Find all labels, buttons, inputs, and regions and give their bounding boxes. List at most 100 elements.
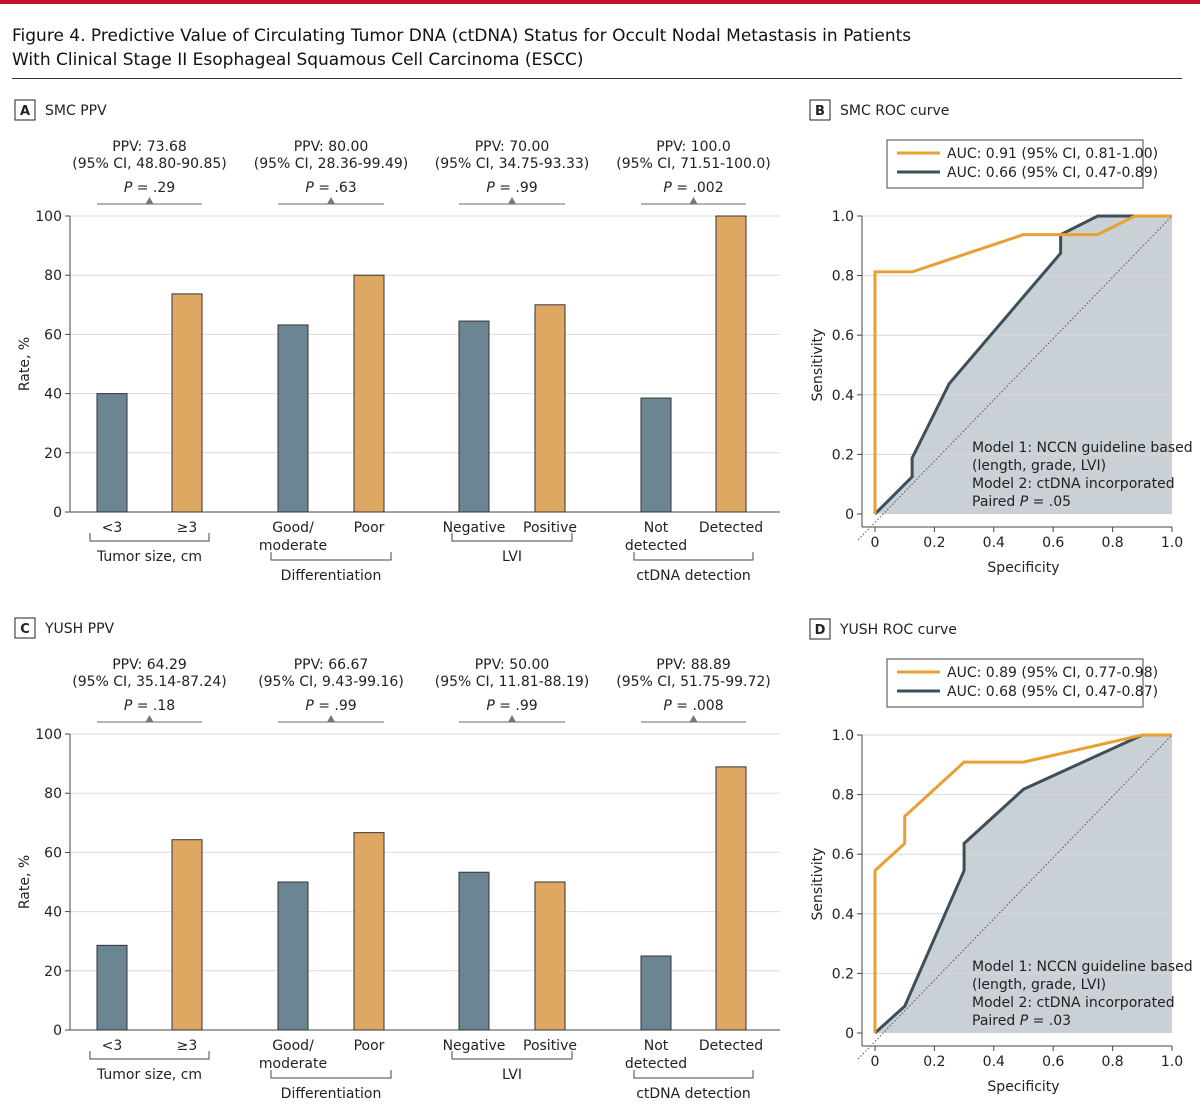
roc-chart-panel-B: B SMC ROC curve AUC: 0.91 (95% CI, 0.81-1.… [809,99,1193,576]
group-bracket [451,533,573,542]
y-tick-label: 1.0 [832,728,854,744]
y-tick-label: 0.4 [832,907,854,923]
bar-group: PPV: 88.89(95% CI, 51.75-99.72) P = .008 N… [616,657,771,1102]
group-label: Tumor size, cm [96,1067,202,1083]
x-tick-label: 0.4 [983,535,1005,551]
x-tick-label: 0.6 [1042,535,1064,551]
x-axis-label: Specificity [987,1079,1059,1095]
bar-group: PPV: 80.00(95% CI, 28.36-99.49) P = .63 Go… [254,139,409,584]
category-label: Good/ [272,1038,314,1054]
ci-label: (95% CI, 51.75-99.72) [616,674,771,690]
y-tick-label: 20 [44,964,62,980]
legend-label: AUC: 0.66 (95% CI, 0.47-0.89) [947,165,1158,181]
bar [534,304,566,513]
comparison-marker [145,715,154,722]
category-label: Positive [523,1038,577,1054]
ppv-label: PPV: 88.89 [656,657,731,673]
comparison-marker [689,197,698,204]
model-annotation: Paired P = .03 [972,1013,1071,1029]
group-label: LVI [502,1067,522,1083]
p-symbol: P [486,698,495,714]
ci-label: (95% CI, 11.81-88.19) [435,674,590,690]
bar [96,944,128,1031]
y-axis-label: Sensitivity [810,848,826,921]
x-tick-label: 0.2 [923,1054,945,1070]
bar-group: PPV: 50.00(95% CI, 11.81-88.19) P = .99 Ne… [435,657,590,1083]
comparison-marker [327,715,335,722]
category-label: Negative [443,1038,506,1054]
panel-letter: D [815,623,826,638]
x-tick-label: 0.8 [1101,1054,1123,1070]
legend-label: AUC: 0.89 (95% CI, 0.77-0.98) [947,665,1158,681]
ci-label: (95% CI, 28.36-99.49) [254,156,409,172]
y-tick-label: 1.0 [832,209,854,225]
x-tick-label: 0 [871,535,880,551]
bar [277,881,309,1031]
p-value: = .002 [672,180,724,196]
y-tick-label: 80 [44,268,62,284]
y-tick-label: 0.2 [832,966,854,982]
category-label: <3 [102,520,123,536]
p-symbol: P [305,698,314,714]
ci-label: (95% CI, 9.43-99.16) [258,674,404,690]
group-bracket [633,1070,754,1079]
p-value: = .18 [132,698,175,714]
model-annotation: (length, grade, LVI) [972,458,1106,474]
y-tick-label: 0 [845,1026,854,1042]
p-symbol: P [663,698,672,714]
y-tick-label: 100 [35,209,62,225]
y-tick-label: 60 [44,327,62,343]
y-tick-label: 40 [44,387,62,403]
annotation-text: = .03 [1028,1013,1071,1029]
comparison-marker [327,197,335,204]
legend-box [886,139,1144,189]
y-tick-label: 0 [53,1023,62,1039]
p-value: = .99 [495,698,538,714]
bar-group: PPV: 70.00(95% CI, 34.75-93.33) P = .99 Ne… [435,139,590,565]
p-value-label: P = .99 [305,698,356,714]
model-annotation: Model 2: ctDNA incorporated [972,995,1175,1011]
p-symbol: P [1020,494,1029,510]
journal-accent-bar [0,0,1200,4]
annotation-text: Paired [972,494,1020,510]
figure-title: Figure 4. Predictive Value of Circulatin… [12,24,911,72]
comparison-marker [508,197,516,204]
category-label: moderate [259,1056,327,1072]
group-bracket [633,552,754,561]
p-value: = .29 [132,180,175,196]
panel-letter: B [815,104,825,119]
y-tick-label: 0.2 [832,447,854,463]
x-tick-label: 0 [871,1054,880,1070]
annotation-text: Paired [972,1013,1020,1029]
p-value-label: P = .99 [486,698,537,714]
y-tick-label: 80 [44,786,62,802]
bar [458,320,490,513]
y-tick-label: 0.6 [832,328,854,344]
ppv-label: PPV: 70.00 [475,139,550,155]
y-tick-label: 0.8 [832,269,854,285]
bar [715,766,747,1031]
y-tick-label: 0 [845,507,854,523]
model-annotation: Model 1: NCCN guideline based [972,959,1193,975]
bar [96,393,128,513]
p-value: = .99 [314,698,357,714]
figure-title-line-2: With Clinical Stage II Esophageal Squamo… [12,50,584,70]
category-label: Good/ [272,520,314,536]
x-tick-label: 1.0 [1161,535,1183,551]
group-bracket [270,1070,392,1079]
p-value-label: P = .29 [124,180,175,196]
bar [171,839,203,1031]
reference-diagonal [857,215,1173,541]
panel-letter: C [20,622,30,637]
p-symbol: P [124,180,133,196]
bar [640,955,672,1031]
p-value: = .99 [495,180,538,196]
bar-group: PPV: 66.67(95% CI, 9.43-99.16) P = .99 Goo… [258,657,404,1102]
comparison-marker [689,715,698,722]
y-axis-label: Sensitivity [810,329,826,402]
group-label: Differentiation [281,1086,382,1102]
category-label: <3 [102,1038,123,1054]
comparison-marker [508,715,516,722]
